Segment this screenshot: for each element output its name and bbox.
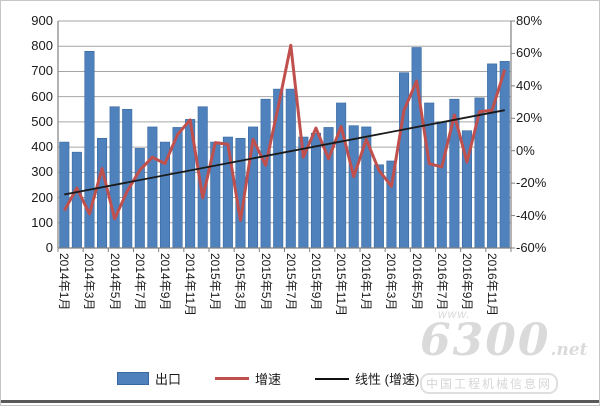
- right-axis-tick-label: 20%: [516, 110, 543, 126]
- right-axis-tick-label: 40%: [516, 77, 543, 93]
- left-axis-tick-label: 800: [31, 38, 53, 54]
- legend-item-export: 出口: [117, 369, 181, 388]
- right-axis-tick-label: 0%: [516, 142, 535, 158]
- bar-2016年8月: [449, 98, 460, 249]
- x-axis-tick-label: 2015年11月: [334, 253, 349, 317]
- trend-line: [64, 109, 505, 196]
- bar-2015年2月: [222, 136, 233, 249]
- bar-2015年11月: [336, 102, 347, 249]
- x-axis-tick-label: 2014年5月: [107, 253, 122, 311]
- right-axis-tick-label: 80%: [516, 13, 543, 28]
- legend-export-label: 出口: [155, 372, 182, 387]
- trend-line-swatch-icon: [315, 377, 350, 380]
- x-axis-tick-label: 2015年1月: [208, 253, 223, 311]
- x-axis-tick-label: 2015年5月: [258, 253, 273, 311]
- legend-growth-label: 增速: [255, 372, 282, 387]
- left-axis-tick-label: 100: [31, 214, 53, 230]
- bar-2014年3月: [84, 50, 95, 249]
- bar-2014年5月: [109, 106, 120, 249]
- x-axis-tick-label: 2015年9月: [308, 253, 323, 311]
- x-axis-tick-label: 2016年5月: [409, 253, 424, 311]
- legend-item-trend: 线性 (增速): [315, 369, 419, 388]
- bar-2016年2月: [373, 164, 384, 249]
- bar-2014年8月: [147, 126, 158, 249]
- x-axis-tick-label: 2016年3月: [384, 253, 399, 311]
- left-axis-tick-label: 200: [31, 189, 53, 205]
- left-axis-tick-label: 700: [31, 63, 53, 79]
- bar-2016年7月: [436, 121, 447, 249]
- x-axis-tick-label: 2016年7月: [434, 253, 449, 311]
- legend-item-growth: 增速: [215, 369, 281, 388]
- right-axis-tick-label: -60%: [516, 240, 547, 255]
- x-axis-tick-label: 2014年7月: [132, 253, 147, 311]
- bar-2015年10月: [323, 127, 334, 249]
- x-axis-tick-label: 2016年1月: [359, 253, 374, 311]
- bar-2015年9月: [310, 132, 321, 249]
- right-axis-tick-label: -20%: [516, 175, 547, 191]
- bar-2016年12月: [499, 61, 510, 249]
- bar-2015年5月: [260, 98, 271, 249]
- growth-line: [62, 43, 507, 222]
- left-axis-tick-label: 900: [31, 13, 53, 28]
- x-axis-tick-label: 2014年3月: [82, 253, 97, 311]
- chart-legend: 出口 增速 线性 (增速): [117, 369, 419, 388]
- left-axis-tick-label: 500: [31, 113, 53, 129]
- bar-2014年7月: [134, 148, 145, 249]
- bar-2015年7月: [285, 88, 296, 249]
- right-axis-tick-label: 60%: [516, 45, 543, 61]
- bar-2015年12月: [348, 125, 359, 249]
- x-axis-tick-label: 2014年9月: [157, 253, 172, 311]
- export-bar-swatch-icon: [117, 372, 149, 385]
- bar-2014年4月: [97, 137, 108, 249]
- bar-2014年2月: [71, 151, 82, 249]
- left-axis-tick-label: 300: [31, 164, 53, 180]
- growth-line-swatch-icon: [215, 377, 250, 380]
- left-axis-tick-label: 600: [31, 88, 53, 104]
- legend-trend-label: 线性 (增速): [355, 372, 420, 387]
- bar-2016年5月: [411, 47, 422, 249]
- x-axis-tick-label: 2015年7月: [283, 253, 298, 311]
- x-axis-tick-label: 2014年11月: [183, 253, 198, 317]
- left-axis-tick-label: 0: [45, 240, 53, 255]
- x-axis-tick-label: 2016年9月: [459, 253, 474, 311]
- bar-2014年6月: [122, 108, 133, 249]
- x-axis-tick-label: 2014年1月: [57, 253, 72, 311]
- left-axis-tick-label: 400: [31, 139, 53, 155]
- bar-2016年11月: [487, 63, 498, 249]
- image-bottom-border: [1, 400, 599, 403]
- bar-2014年1月: [59, 141, 70, 249]
- x-axis-tick-label: 2016年11月: [485, 253, 500, 317]
- right-axis-tick-label: -40%: [516, 207, 547, 223]
- x-axis-tick-label: 2015年3月: [233, 253, 248, 311]
